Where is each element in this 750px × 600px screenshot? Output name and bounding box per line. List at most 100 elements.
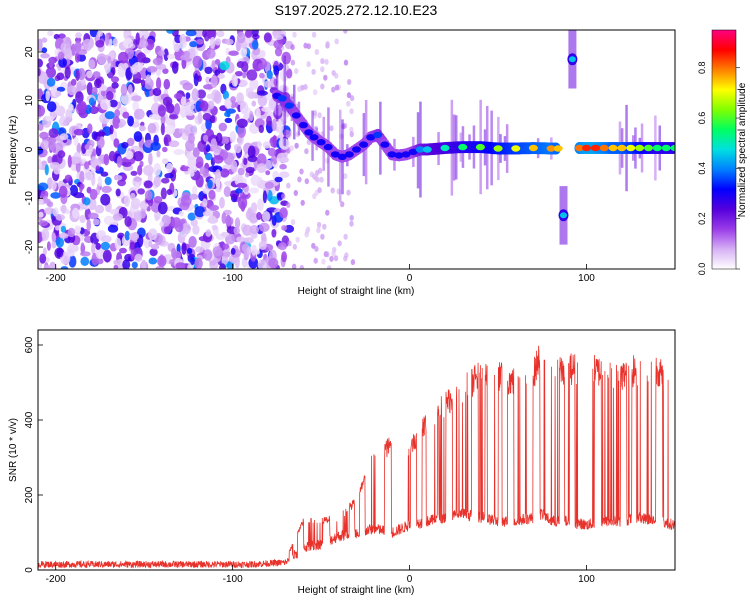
noise-blob <box>237 167 245 176</box>
noise-blob <box>79 170 85 184</box>
noise-blob <box>152 57 163 66</box>
noise-blob <box>281 30 286 37</box>
noise-blob <box>208 189 216 200</box>
noise-blob <box>349 95 355 102</box>
noise-blob <box>256 107 261 121</box>
snr-x-tick: -100 <box>223 565 243 585</box>
noise-blob <box>185 92 191 99</box>
noise-blob <box>277 118 282 132</box>
noise-blob <box>53 33 60 40</box>
noise-blob <box>316 227 321 234</box>
noise-blob <box>224 117 233 124</box>
noise-blob <box>105 91 114 101</box>
noise-blob <box>97 53 107 65</box>
noise-blob <box>219 263 226 269</box>
noise-blob <box>103 215 115 225</box>
noise-blob <box>100 90 107 97</box>
spectrogram-y-tick-label: 20 <box>24 46 35 58</box>
noise-blob <box>327 265 332 269</box>
noise-blob <box>102 249 112 263</box>
noise-blob <box>286 182 291 189</box>
snr-x-label: Height of straight line (km) <box>298 585 415 596</box>
noise-blob <box>219 61 230 71</box>
noise-blob <box>273 35 284 40</box>
noise-blob <box>184 50 191 58</box>
noise-blob <box>100 241 111 251</box>
colorbar: 0.0 0.2 0.4 0.6 0.8 Normalized spectral ampl… <box>697 29 748 275</box>
noise-blob <box>173 93 183 100</box>
noise-blob <box>219 197 225 209</box>
noise-blob <box>224 216 234 226</box>
noise-blob <box>331 250 336 257</box>
noise-blob <box>162 96 173 107</box>
noise-blob <box>195 156 204 169</box>
noise-blob <box>64 174 72 182</box>
noise-blob <box>107 56 112 64</box>
noise-blob <box>86 70 93 79</box>
noise-blob <box>59 232 69 239</box>
noise-blob <box>147 122 157 134</box>
noise-blob <box>267 147 277 157</box>
noise-blob <box>134 253 143 262</box>
noise-blob <box>179 33 186 45</box>
noise-blob <box>118 62 129 71</box>
noise-blob <box>261 232 267 244</box>
noise-blob <box>60 41 71 55</box>
noise-blob <box>246 69 258 81</box>
noise-blob <box>350 259 356 266</box>
noise-blob <box>279 171 290 178</box>
noise-blob <box>109 99 118 108</box>
noise-blob <box>205 76 211 85</box>
noise-blob <box>311 31 317 38</box>
noise-blob <box>178 128 186 134</box>
noise-blob <box>149 114 160 120</box>
noise-blob <box>61 204 67 214</box>
noise-blob <box>234 255 240 269</box>
noise-blob <box>215 177 221 190</box>
noise-blob <box>45 67 57 78</box>
noise-blob <box>98 85 108 92</box>
noise-blob <box>235 188 243 194</box>
noise-blob <box>79 183 85 190</box>
noise-blob <box>262 211 271 222</box>
noise-blob <box>42 195 48 204</box>
noise-blob <box>230 247 236 255</box>
noise-blob <box>168 140 180 148</box>
noise-blob <box>317 187 322 194</box>
noise-blob <box>75 32 82 39</box>
noise-blob <box>192 147 200 158</box>
noise-blob <box>38 182 49 191</box>
ridge-cell <box>337 153 347 160</box>
noise-blob <box>171 61 179 74</box>
noise-blob <box>115 175 123 181</box>
noise-blob <box>178 210 185 217</box>
noise-blob <box>220 231 229 238</box>
noise-blob <box>257 198 264 211</box>
noise-blob <box>256 153 267 167</box>
noise-blob <box>73 136 79 147</box>
noise-blob <box>187 212 196 221</box>
spectrogram-y-tick-label: -10 <box>24 191 35 206</box>
noise-blob <box>141 259 147 269</box>
spectrogram-x-tick: 100 <box>578 264 595 284</box>
noise-blob <box>124 216 132 227</box>
noise-blob <box>86 82 93 96</box>
noise-blob <box>118 121 124 128</box>
noise-blob <box>38 58 43 68</box>
noise-blob <box>143 180 153 189</box>
noise-blob <box>294 68 299 75</box>
noise-blob <box>263 80 273 88</box>
noise-blob <box>144 190 153 201</box>
noise-blob <box>192 185 198 196</box>
noise-blob <box>199 166 206 175</box>
noise-blob <box>304 178 309 185</box>
noise-blob <box>119 247 127 254</box>
noise-blob <box>58 185 68 198</box>
noise-blob <box>190 218 198 227</box>
noise-blob <box>271 118 277 132</box>
noise-blob <box>145 38 155 51</box>
noise-blob <box>224 38 234 46</box>
noise-blob <box>113 264 119 269</box>
noise-blob <box>111 82 119 89</box>
noise-blob <box>162 68 169 74</box>
